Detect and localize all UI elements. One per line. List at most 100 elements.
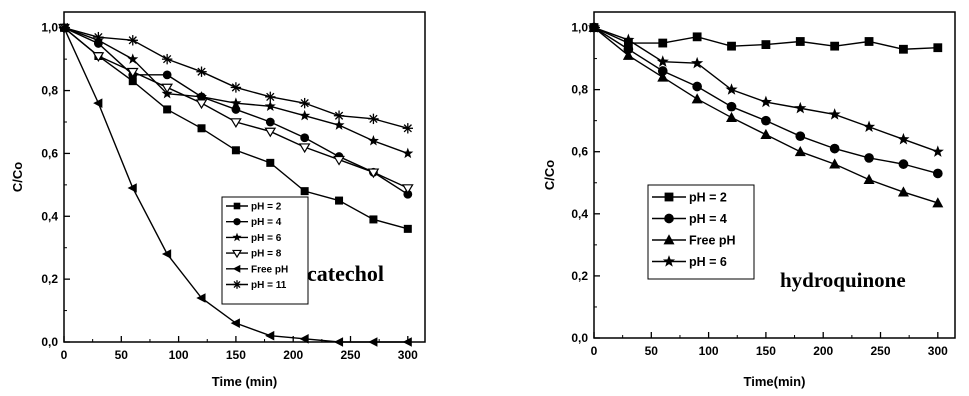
data-point xyxy=(161,83,174,94)
data-point xyxy=(863,173,875,185)
data-point xyxy=(656,55,669,67)
data-point xyxy=(794,101,807,114)
data-point xyxy=(862,120,876,133)
data-point xyxy=(657,71,669,82)
legend-marker xyxy=(232,280,242,289)
legend-label: pH = 8 xyxy=(251,249,282,260)
data-point xyxy=(369,215,378,224)
data-point xyxy=(93,31,104,43)
data-point xyxy=(401,184,414,194)
data-point xyxy=(126,67,139,78)
x-tick-label: 50 xyxy=(645,344,659,358)
x-tick-label: 0 xyxy=(61,348,68,362)
plot-frame xyxy=(593,11,956,339)
x-tick-label: 100 xyxy=(169,348,189,362)
legend: pH = 2 pH = 4 pH = 6 pH = 8 Free pH pH = 11 xyxy=(221,196,309,305)
data-point xyxy=(92,52,105,62)
y-tick-label: 0,4 xyxy=(571,207,588,221)
legend: pH = 2 pH = 4 Free pH pH = 6 xyxy=(647,184,755,280)
data-point xyxy=(196,293,206,303)
data-point xyxy=(828,108,841,120)
data-point xyxy=(725,83,738,95)
legend-label: pH = 6 xyxy=(251,233,282,244)
legend-marker xyxy=(663,234,675,245)
data-point xyxy=(265,330,275,341)
x-tick-label: 100 xyxy=(699,344,719,358)
legend-marker xyxy=(233,202,241,210)
data-point xyxy=(161,53,173,65)
data-point xyxy=(231,146,240,155)
data-point xyxy=(163,105,172,114)
data-point xyxy=(127,183,137,193)
data-point xyxy=(760,128,772,140)
data-point xyxy=(402,123,414,134)
data-point xyxy=(657,66,668,76)
data-point xyxy=(658,38,668,48)
x-tick-label: 150 xyxy=(226,348,246,362)
x-tick-label: 150 xyxy=(756,344,776,358)
legend-marker xyxy=(233,218,241,226)
data-point xyxy=(402,147,414,159)
chart-panel-2: 0 50 100 150 200 250 300 0,0 0,2 0,4 0,6 0,8 1,0 Time… xyxy=(542,11,956,389)
series-circle xyxy=(59,23,413,199)
data-point xyxy=(333,110,345,121)
data-point xyxy=(403,189,413,199)
y-axis-label: C/Co xyxy=(542,160,557,190)
data-point xyxy=(230,97,242,108)
y-tick-label: 0,2 xyxy=(41,272,58,286)
x-tick-label: 200 xyxy=(813,344,833,358)
y-axis-label: C/Co xyxy=(10,162,25,192)
legend-marker xyxy=(664,192,674,202)
data-point xyxy=(898,159,909,169)
data-point xyxy=(230,82,242,93)
data-point xyxy=(264,100,276,111)
legend-label: pH = 11 xyxy=(251,280,287,291)
chart-annotation: hydroquinone xyxy=(780,268,906,292)
data-point xyxy=(128,77,137,86)
data-point xyxy=(691,93,703,104)
legend-label: pH = 2 xyxy=(251,202,282,213)
data-point xyxy=(298,143,311,154)
legend-label: pH = 4 xyxy=(251,217,282,228)
data-point xyxy=(932,197,944,208)
x-tick-label: 250 xyxy=(340,348,360,362)
y-tick-label: 0,8 xyxy=(41,84,58,98)
legend-marker xyxy=(232,264,241,273)
legend-label: pH = 6 xyxy=(689,255,727,269)
x-tick-label: 300 xyxy=(928,344,948,358)
legend-marker xyxy=(232,232,242,242)
x-tick-label: 300 xyxy=(398,348,418,362)
data-point xyxy=(333,119,345,130)
data-point xyxy=(794,145,806,157)
data-point xyxy=(300,133,310,143)
x-axis-label: Time (min) xyxy=(212,374,278,389)
data-point xyxy=(726,111,738,122)
y-tick-label: 1,0 xyxy=(571,21,588,35)
legend-marker xyxy=(231,249,243,259)
data-point xyxy=(727,41,736,51)
data-point xyxy=(127,35,138,46)
legend-marker xyxy=(662,255,676,267)
legend-label: Free pH xyxy=(689,234,736,248)
data-point xyxy=(264,127,277,138)
data-point xyxy=(830,41,840,51)
data-point xyxy=(622,49,634,60)
y-tick-label: 0,0 xyxy=(571,331,588,345)
x-tick-label: 50 xyxy=(115,348,129,362)
legend-label: pH = 2 xyxy=(689,191,727,205)
data-point xyxy=(795,37,805,46)
data-point xyxy=(897,132,910,145)
data-point xyxy=(335,196,344,205)
y-tick-label: 0,2 xyxy=(571,269,588,283)
plot-frame xyxy=(63,11,426,343)
x-axis-label: Time(min) xyxy=(744,374,806,389)
data-point xyxy=(368,113,379,125)
data-point xyxy=(162,70,172,80)
chart-panel-1: 0 50 100 150 200 250 300 0,0 0,2 0,4 0,6 0,8 1,0 Time… xyxy=(10,11,426,389)
x-tick-label: 0 xyxy=(591,344,598,358)
data-point xyxy=(196,91,208,102)
data-point xyxy=(759,95,772,108)
data-point xyxy=(161,249,172,259)
data-point xyxy=(795,131,806,142)
